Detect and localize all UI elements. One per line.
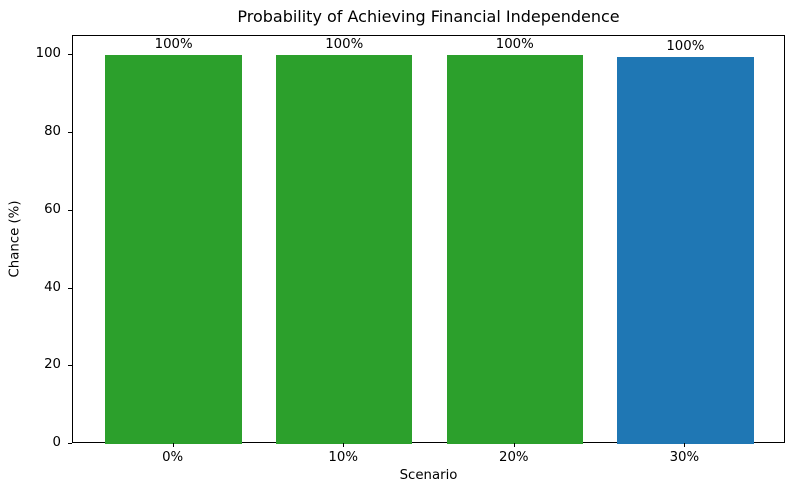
y-tick-label: 0 (52, 435, 61, 450)
y-tick-label: 40 (44, 279, 61, 295)
x-axis-label: Scenario (399, 468, 458, 483)
y-tick-label: 80 (44, 124, 61, 140)
y-tick-mark (68, 287, 72, 289)
x-tick-label: 30% (669, 450, 700, 465)
bar-value-label: 100% (666, 39, 705, 55)
x-tick-mark (684, 443, 686, 447)
x-tick-label: 20% (499, 450, 529, 465)
x-tick-label: 10% (328, 450, 358, 465)
y-tick-label: 20 (44, 357, 61, 373)
x-tick-mark (343, 443, 345, 447)
bar-value-label: 100% (495, 37, 534, 53)
bar (275, 55, 413, 444)
y-tick-label: 60 (44, 201, 61, 217)
bar-value-label: 100% (325, 37, 364, 53)
bar (446, 55, 583, 444)
bar (105, 55, 242, 444)
y-tick-label: 100 (35, 46, 61, 62)
x-tick-mark (172, 443, 174, 447)
x-tick-mark (513, 443, 515, 447)
plot-area: 100% 100% 100% 100% (72, 35, 785, 444)
bar-value-label: 100% (154, 37, 193, 53)
chart-title: Probability of Achieving Financial Indep… (237, 7, 620, 26)
y-tick-mark (68, 209, 72, 211)
y-tick-mark (68, 443, 72, 444)
y-tick-mark (68, 54, 72, 56)
bar (617, 57, 754, 444)
y-tick-mark (68, 132, 72, 134)
x-tick-label: 0% (162, 450, 184, 465)
y-tick-mark (68, 365, 72, 367)
